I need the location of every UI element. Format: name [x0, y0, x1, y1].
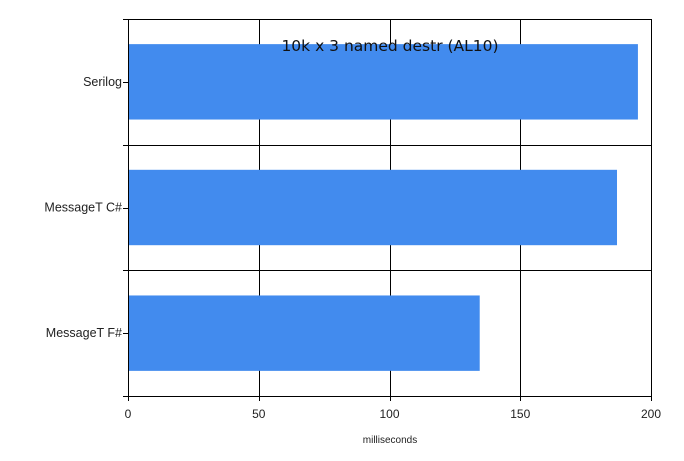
bar-messaget-f- — [128, 295, 480, 371]
x-axis-label: milliseconds — [363, 435, 417, 446]
bar-serilog — [128, 44, 638, 120]
axes — [123, 19, 129, 401]
x-tick-label-1: 50 — [252, 407, 266, 421]
bar-messaget-c- — [128, 169, 618, 246]
x-tick-label-3: 150 — [510, 407, 530, 421]
category-label-1: MessageT C# — [44, 201, 122, 215]
x-tick-label-4: 200 — [641, 407, 661, 421]
category-label-2: MessageT F# — [46, 326, 122, 340]
chart-title: 10k x 3 named destr (AL10) — [281, 37, 498, 55]
x-tick-label-0: 0 — [125, 407, 132, 421]
x-tick-labels: 0 50 100 150 200 — [125, 407, 662, 421]
category-labels: Serilog MessageT C# MessageT F# — [44, 75, 122, 340]
bars — [128, 44, 638, 371]
x-tick-label-2: 100 — [379, 407, 399, 421]
category-label-0: Serilog — [83, 75, 122, 89]
